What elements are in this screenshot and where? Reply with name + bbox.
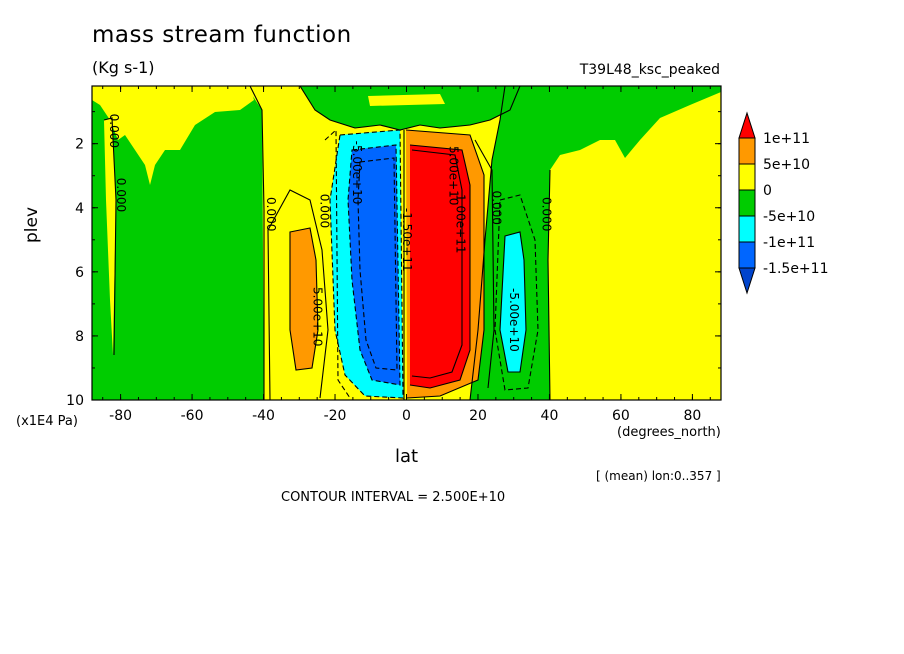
- fill-green-left: [92, 86, 264, 400]
- y-tick-label: 2: [75, 137, 84, 153]
- contour-left-pos-inner: [289, 227, 319, 371]
- contour-north-pos-2: [409, 144, 471, 389]
- mean-note: [ (mean) lon:0..357 ]: [596, 469, 721, 483]
- colorbar-bottom-arrow: [738, 267, 756, 295]
- x-axis-unit: (degrees_north): [617, 425, 721, 440]
- contour-label-layer: 0.000 0.000 0.000 0.000 5.00e+10 -5.00e+10 -1.…: [107, 114, 553, 352]
- colorbar-swatch: [738, 215, 756, 243]
- contour-fill-layer: [92, 86, 721, 400]
- fill-orange-left: [290, 228, 318, 370]
- contour-right-neg-outer: [494, 194, 539, 391]
- contour-north-pos-1: [405, 129, 485, 399]
- colorbar-swatch: [738, 241, 756, 269]
- x-tick-label: -80: [109, 408, 132, 424]
- contour-zero-strip: [103, 117, 117, 356]
- fill-green-center: [300, 86, 520, 130]
- fill-green-right: [470, 86, 721, 400]
- x-tick-label: -60: [181, 408, 204, 424]
- contour-label: 0.000: [114, 178, 128, 212]
- contour-label: 0.000: [539, 197, 553, 231]
- contour-zero-rightband: [547, 169, 551, 400]
- x-tick-label: 80: [683, 408, 701, 424]
- colorbar-label: 5e+10: [763, 157, 810, 173]
- contour-north-pos-3: [411, 149, 463, 379]
- fill-yellow-left-top: [92, 86, 254, 185]
- colorbar-label: -1.5e+11: [763, 261, 828, 277]
- contour-label: -1.50e+11: [400, 208, 414, 272]
- colorbar-swatch: [738, 163, 756, 191]
- x-tick-label: -40: [252, 408, 275, 424]
- x-tick-label: 0: [402, 408, 411, 424]
- y-axis-unit: (x1E4 Pa): [16, 414, 78, 429]
- contour-zero-left: [249, 86, 265, 400]
- colorbar-swatch: [738, 189, 756, 217]
- contour-label: 5.00e+10: [311, 287, 325, 346]
- colorbar-label: 0: [763, 183, 772, 199]
- fill-red-north: [410, 145, 470, 388]
- contour-line-layer: [103, 86, 551, 400]
- colorbar-label: 1e+11: [763, 131, 810, 147]
- fill-yellow-cap: [368, 94, 445, 106]
- contour-dashed-layer: [324, 128, 539, 399]
- contour-south-neg-2: [347, 144, 401, 386]
- chart-title: mass stream function: [92, 22, 352, 48]
- colorbar-label: -1e+11: [763, 235, 815, 251]
- contour-south-neg-4: [324, 128, 351, 399]
- fill-cyan-right: [500, 232, 526, 372]
- contour-label: 1.00e+11: [454, 194, 468, 253]
- fill-yellow-left-strip: [104, 118, 116, 355]
- y-tick-label: 4: [75, 201, 84, 217]
- colorbar-label: -5e+10: [763, 209, 815, 225]
- chart-units: (Kg s-1): [92, 58, 155, 77]
- contour-south-neg-1: [329, 129, 404, 399]
- y-tick-label: 6: [75, 265, 84, 281]
- case-name: T39L48_ksc_peaked: [579, 62, 720, 78]
- contour-label: -5.00e+10: [507, 288, 521, 352]
- y-tick-label: 10: [66, 393, 84, 409]
- fill-blue-south: [348, 145, 400, 385]
- x-axis-label: lat: [395, 446, 419, 467]
- contour-interval: CONTOUR INTERVAL = 2.500E+10: [281, 490, 506, 505]
- contour-label: 0.000: [489, 191, 503, 225]
- colorbar: 1e+11 5e+10 0 -5e+10 -1e+11 -1.5e+11: [738, 111, 828, 295]
- y-tick-label: 8: [75, 329, 84, 345]
- x-tick-label: 40: [541, 408, 559, 424]
- x-tick-label: -20: [324, 408, 347, 424]
- x-tick-label: 20: [469, 408, 487, 424]
- contour-south-neg-3: [357, 157, 398, 371]
- contour-left-pos-outer: [267, 189, 329, 400]
- contour-zero-cap: [299, 86, 521, 131]
- x-tick-layer: -80 -60 -40 -20 0 20 40 60 80: [102, 86, 711, 424]
- contour-north-pos-4: [474, 139, 495, 389]
- contour-right-neg: [499, 231, 527, 373]
- contour-label: -5.00e+10: [350, 141, 364, 205]
- colorbar-swatch: [738, 137, 756, 165]
- x-tick-label: 60: [612, 408, 630, 424]
- contour-label: 0.000: [318, 194, 332, 228]
- contour-label: 5.00e+10: [446, 146, 460, 205]
- contour-zero-right: [469, 86, 506, 400]
- contour-label: 0.000: [107, 114, 121, 148]
- colorbar-top-arrow: [738, 111, 756, 139]
- y-tick-layer: 2 4 6 8 10: [66, 111, 721, 409]
- contour-label: 0.000: [264, 197, 278, 231]
